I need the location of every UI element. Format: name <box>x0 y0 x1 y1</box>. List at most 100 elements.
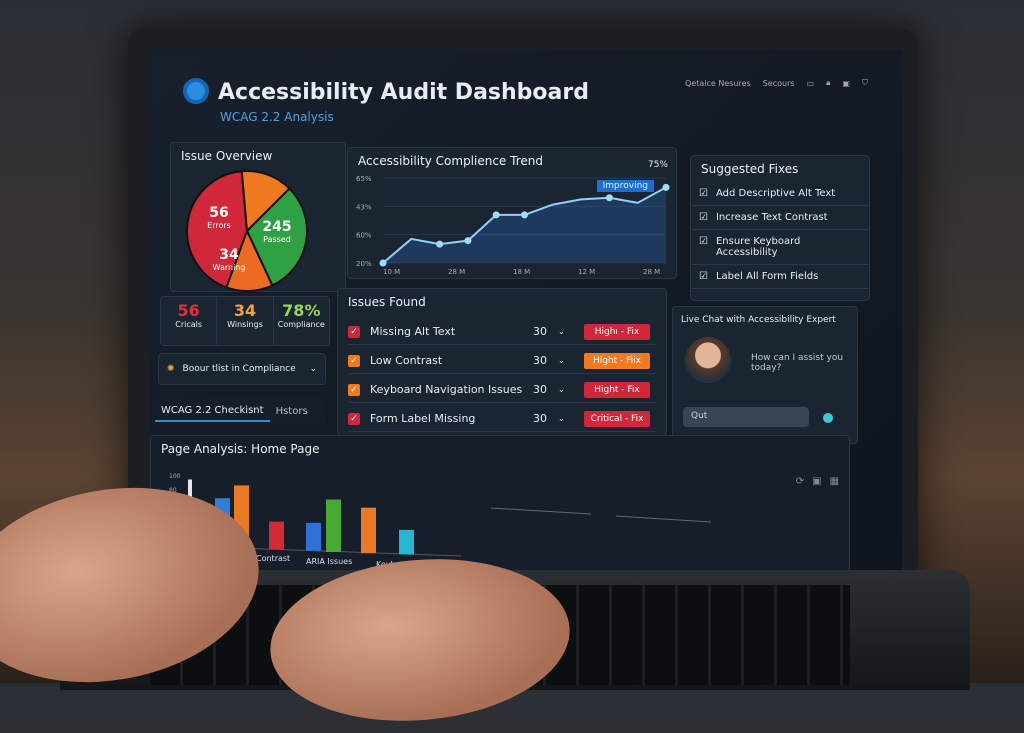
improving-badge: Improving <box>596 180 654 192</box>
pie-label: Warning <box>213 263 246 272</box>
issue-row[interactable]: ✓ Missing Alt Text 30 ⌄ Highı - Fix <box>348 319 656 345</box>
chat-title: Live Chat with Accessibility Expert <box>681 315 836 325</box>
checkbox-checked-icon[interactable]: ☑ <box>699 212 708 223</box>
bar <box>306 522 321 551</box>
y-tick-label: 43% <box>356 203 372 211</box>
bar <box>269 521 284 550</box>
trend-point <box>379 259 387 267</box>
stat-warnings: 34 Winsings <box>216 297 272 345</box>
severity-badge[interactable]: Hight - Fix <box>584 381 650 398</box>
issue-row[interactable]: ✓ Form Label Missing 30 ⌄ Critical - Fix <box>348 406 656 432</box>
pie-label: Passed <box>263 235 291 244</box>
checkbox[interactable]: ✓ <box>348 354 360 367</box>
y-tick-label: 65% <box>356 175 372 183</box>
issue-label: Low Contrast <box>370 354 443 367</box>
bar <box>399 529 414 555</box>
issue-row[interactable]: ✓ Low Contrast 30 ⌄ Hight - Fiix <box>348 348 656 374</box>
placeholder-line <box>615 515 712 523</box>
chat-message: How can I assist you today? <box>751 353 844 373</box>
monitor-icon[interactable]: ▭ <box>806 78 815 88</box>
issue-count[interactable]: 30 <box>533 354 547 367</box>
document-icon[interactable]: ▣ <box>842 78 850 88</box>
page-title: Accessibility Audit Dashboard <box>218 80 589 105</box>
y-tick-label: 20% <box>356 260 372 268</box>
lock-icon[interactable]: 🔒︎ <box>826 78 831 87</box>
checkbox[interactable]: ✓ <box>348 325 360 338</box>
suggested-fix-item[interactable]: ☑ Increase Text Contrast <box>691 206 869 230</box>
tab-checklist[interactable]: WCAG 2.2 Checkisnt <box>155 401 270 422</box>
expert-avatar <box>685 337 731 383</box>
stat-compliance: 78% Compliance <box>272 297 329 345</box>
issue-overview-panel: Issue Overview 56 Errors 245 Passed 34 Warnin… <box>170 142 346 292</box>
panel-title: Page Analysis: Home Page <box>161 442 320 456</box>
fix-label: Ensure Keyboard Accessibility <box>715 236 801 258</box>
page-subtitle: WCAG 2.2 Analysis <box>220 110 334 124</box>
grid-icon[interactable]: ▦ <box>829 476 839 487</box>
refresh-icon[interactable]: ⟳ <box>795 476 805 487</box>
chevron-down-icon[interactable]: ⌄ <box>558 327 565 336</box>
stat-criticals: 56 Cricals <box>175 301 203 329</box>
suggested-fixes-panel: Suggested Fixes ☑ Add Descriptive Alt Tex… <box>690 155 870 301</box>
checkbox[interactable]: ✓ <box>348 412 360 425</box>
checkbox-checked-icon[interactable]: ☑ <box>699 188 708 199</box>
x-tick-label: 28 M <box>643 268 660 276</box>
compliance-trend-panel: Accessibility Complience Trend 75% Impro… <box>347 147 677 279</box>
fix-label: Increase Text Contrast <box>715 212 828 223</box>
panel-title: Issues Found <box>348 295 426 309</box>
placeholder-line <box>490 507 592 515</box>
bar <box>326 499 341 552</box>
pie-value: 245 <box>262 219 291 235</box>
nav-link[interactable]: Secours <box>762 78 795 88</box>
issues-found-panel: Issues Found ✓ Missing Alt Text 30 ⌄ Highı -… <box>337 288 667 436</box>
severity-badge[interactable]: Highı - Fix <box>584 323 650 340</box>
send-button[interactable] <box>823 413 833 423</box>
issue-count[interactable]: 30 <box>533 412 547 425</box>
pie-slice <box>225 228 274 292</box>
trend-point <box>436 240 444 248</box>
stats-row: 56 Cricals 34 Winsings 78% Compliance <box>160 296 330 346</box>
nav-link[interactable]: Qetaice Nesures <box>685 78 751 88</box>
chat-input[interactable]: Qut <box>683 407 809 427</box>
suggested-fix-item[interactable]: ☑ Add Descriptive Alt Text <box>691 182 869 206</box>
severity-badge[interactable]: Critical - Fix <box>584 410 650 427</box>
x-category-label: ARIA Issues <box>306 557 352 566</box>
pie-slice <box>240 170 291 234</box>
trend-point <box>605 194 613 202</box>
compliance-dropdown[interactable]: ✺ Boour tlist in Compliance ⌄ <box>158 353 326 385</box>
trend-line-chart: 65% 43% 60% 20% 10 M 28 M 18 M 12 M 28 M <box>356 175 670 276</box>
y-tick-label: 100 <box>169 473 181 480</box>
fix-label: Add Descriptive Alt Text <box>715 188 836 199</box>
suggested-fix-item[interactable]: ☑ Label All Form Fields <box>691 265 869 289</box>
suggested-fix-item[interactable]: ☑ Ensure Keyboard Accessibility <box>691 230 869 265</box>
issue-row[interactable]: ✓ Keyboard Navigation Issues 30 ⌄ Hight - Fi… <box>348 377 656 403</box>
x-tick-label: 10 M <box>383 268 400 276</box>
issue-label: Missing Alt Text <box>370 325 456 338</box>
chevron-down-icon[interactable]: ⌄ <box>558 414 565 423</box>
bar <box>361 507 376 554</box>
pie-value: 34 <box>219 247 239 263</box>
y-tick-label: 60% <box>356 232 372 240</box>
trend-area <box>383 187 666 263</box>
chevron-down-icon: ⌄ <box>309 364 317 374</box>
issue-label: Form Label Missing <box>370 412 476 425</box>
checkbox-checked-icon[interactable]: ☑ <box>699 236 708 247</box>
checkbox[interactable]: ✓ <box>348 383 360 396</box>
logo-icon <box>183 78 209 104</box>
issue-count[interactable]: 30 <box>533 325 547 338</box>
panel-title: Accessibility Complience Trend <box>358 154 543 168</box>
trend-point <box>464 237 472 245</box>
severity-badge[interactable]: Hight - Fiix <box>584 352 650 369</box>
chevron-down-icon[interactable]: ⌄ <box>558 356 565 365</box>
trend-point <box>521 211 528 219</box>
live-chat-panel: Live Chat with Accessibility Expert How … <box>672 306 858 444</box>
trend-point <box>662 183 670 191</box>
x-tick-label: 18 M <box>513 268 530 276</box>
shield-icon[interactable]: ⛉ <box>861 78 868 87</box>
tab-history[interactable]: Hstors <box>275 405 308 417</box>
issue-count[interactable]: 30 <box>533 383 547 396</box>
checkbox-checked-icon[interactable]: ☑ <box>699 271 708 282</box>
trend-top-value: 75% <box>647 160 668 170</box>
save-icon[interactable]: ▣ <box>812 476 822 487</box>
chevron-down-icon[interactable]: ⌄ <box>558 385 565 394</box>
